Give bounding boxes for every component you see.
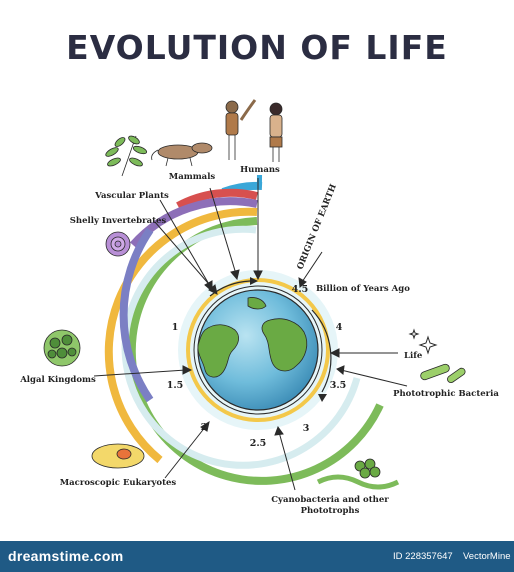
sparkle-icon	[408, 328, 438, 355]
label-origin-of-earth: ORIGIN OF EARTH	[296, 183, 339, 271]
arc-violet-left	[119, 227, 154, 403]
ring-arrow-top	[209, 280, 251, 297]
inner-ring-edge	[193, 285, 323, 415]
label-billion-years: Billion of Years Ago	[316, 284, 410, 294]
footer-brand[interactable]: dreamstime.com	[8, 548, 124, 564]
scale-4-5: 4.5	[292, 284, 309, 295]
scale-1-5: 1.5	[167, 380, 184, 391]
bacteria-icon	[420, 363, 466, 384]
footer-author[interactable]: VectorMine	[463, 551, 511, 562]
shell-icon	[105, 231, 131, 257]
arc-yellow-outer	[104, 207, 258, 464]
label-phototrophic-bacteria: Phototrophic Bacteria	[393, 389, 499, 399]
arc-pale-outer	[121, 225, 361, 469]
scale-2: 2	[201, 422, 208, 433]
eukaryote-icon	[91, 443, 145, 469]
evolution-diagram: Humans Mammals Vascular Plants Shelly In…	[19, 99, 499, 516]
earth-continent-africa	[261, 318, 308, 372]
earth-continent-small	[247, 297, 267, 310]
footer-bar: dreamstime.com ID 228357647 VectorMine	[0, 541, 514, 572]
label-macroscopic-eukaryotes: Macroscopic Eukaryotes	[60, 478, 177, 488]
label-life: Life	[404, 351, 423, 361]
arc-vascular-red	[176, 188, 258, 210]
pointer-arrows	[93, 178, 408, 491]
earth-continent-americas	[197, 324, 239, 378]
humans-icon	[225, 99, 283, 162]
footer-image-id: ID 228357647	[393, 551, 453, 562]
label-shelly-invertebrates: Shelly Invertebrates	[70, 216, 167, 226]
page-title: EVOLUTION OF LIFE	[66, 28, 448, 67]
scale-2-5: 2.5	[250, 438, 267, 449]
cyanobacteria-icon	[316, 458, 400, 490]
label-cyanobacteria-line1: Cyanobacteria and other	[271, 495, 389, 505]
mammal-icon	[151, 142, 213, 167]
ring-arrow-right	[311, 309, 332, 393]
label-mammals: Mammals	[169, 172, 216, 182]
ring-arrowhead-top	[250, 277, 258, 285]
label-cyanobacteria-line2: Phototrophs	[301, 506, 360, 516]
ring-arrowhead-right	[318, 394, 327, 402]
label-algal-kingdoms: Algal Kingdoms	[19, 375, 96, 385]
label-humans: Humans	[240, 165, 280, 175]
algae-icon	[43, 329, 81, 367]
scale-3: 3	[303, 423, 310, 434]
scale-3-5: 3.5	[330, 380, 347, 391]
fern-icon	[105, 135, 148, 177]
scale-4: 4	[336, 322, 343, 333]
label-vascular-plants: Vascular Plants	[94, 191, 169, 201]
scale-1: 1	[172, 322, 179, 333]
